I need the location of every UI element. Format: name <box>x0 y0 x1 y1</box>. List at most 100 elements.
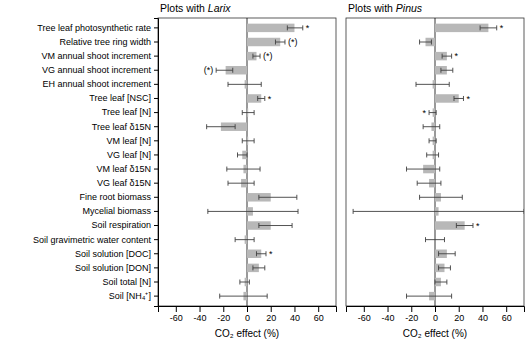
title-part: Pinus <box>396 2 423 14</box>
x-tick-label: 40 <box>290 313 300 323</box>
y-tick-label: Mycelial biomass <box>82 206 151 216</box>
x-tick-mark <box>482 306 483 312</box>
error-bar <box>220 294 267 299</box>
error-bar <box>253 54 260 59</box>
y-tick-label: Soil respiration <box>91 220 151 230</box>
significance-label: * <box>268 94 272 104</box>
marks <box>207 18 303 306</box>
significance-label: * <box>306 23 310 33</box>
y-tick-label: Soil total [N] <box>102 277 151 287</box>
x-tick-mark <box>176 306 177 312</box>
x-tick-mark <box>271 306 272 312</box>
y-tick: Soil [NH₄⁺] <box>109 291 158 301</box>
x-tick: -20 <box>217 306 230 323</box>
panel: *****-60-40-200204060CO₂ effect (%)Plots… <box>346 2 525 339</box>
error-bar <box>216 68 233 73</box>
chart: *(*)(*)(*)**-60-40-200204060CO₂ effect (… <box>0 0 532 342</box>
y-tick-mark <box>154 296 158 297</box>
x-tick-label: 60 <box>502 313 512 323</box>
x-tick-mark <box>388 306 389 312</box>
x-tick-mark <box>200 306 201 312</box>
y-tick-mark <box>154 282 158 283</box>
y-tick-label: EH annual shoot increment <box>42 79 151 89</box>
error-bar <box>429 110 436 115</box>
panel: *(*)(*)(*)**-60-40-200204060CO₂ effect (… <box>33 2 337 339</box>
y-tick-label: Soil gravimetric water content <box>33 235 152 245</box>
y-tick-mark <box>154 225 158 226</box>
y-tick: Relative tree ring width <box>59 37 158 47</box>
x-tick-label: -20 <box>405 313 418 323</box>
y-tick-mark <box>154 197 158 198</box>
y-tick: Tree leaf [N] <box>102 107 158 117</box>
y-tick-label: VG annual shoot increment <box>42 65 152 75</box>
error-bar <box>439 265 451 270</box>
error-bar <box>242 110 254 115</box>
x-axis-line <box>159 307 337 313</box>
x-tick: 40 <box>290 306 300 323</box>
title-part: Plots with <box>348 2 396 14</box>
significance-label: * <box>500 23 504 33</box>
error-bar <box>228 82 261 87</box>
y-tick: Mycelial biomass <box>82 206 158 216</box>
y-tick-mark <box>154 154 158 155</box>
error-bar <box>259 223 292 228</box>
error-bar <box>253 265 265 270</box>
y-tick-mark <box>154 70 158 71</box>
y-tick-label: Soil [NH₄⁺] <box>109 291 151 301</box>
error-bar <box>353 209 524 214</box>
x-tick-label: -40 <box>194 313 207 323</box>
x-tick-mark <box>223 306 224 312</box>
error-bar <box>238 152 247 157</box>
error-bar <box>407 294 452 299</box>
zero-line <box>435 18 436 306</box>
y-tick-mark <box>154 27 158 28</box>
x-tick-label: 0 <box>245 313 250 323</box>
error-bar <box>423 124 440 129</box>
x-tick: -60 <box>170 306 183 323</box>
error-bar <box>227 167 260 172</box>
y-tick: EH annual shoot increment <box>42 79 158 89</box>
title-part: Larix <box>208 2 232 14</box>
error-bar <box>480 25 497 30</box>
significance-label: * <box>269 249 273 259</box>
y-tick: Soil total [N] <box>102 277 158 287</box>
significance-label: * <box>455 51 459 61</box>
x-tick: 0 <box>433 306 438 323</box>
x-tick: 20 <box>266 306 276 323</box>
error-bar <box>417 181 441 186</box>
x-tick-label: 0 <box>433 313 438 323</box>
panel-title: Plots with Pinus <box>348 2 423 14</box>
x-tick-mark <box>459 306 460 312</box>
x-tick-mark <box>506 306 507 312</box>
error-bar <box>240 280 249 285</box>
y-tick-label: Soil solution [DON] <box>75 263 151 273</box>
error-bar <box>441 68 453 73</box>
error-bar <box>435 280 447 285</box>
error-bar <box>228 181 254 186</box>
x-axis-title: CO₂ effect (%) <box>403 328 467 339</box>
x-tick: -60 <box>358 306 371 323</box>
error-bar <box>407 167 440 172</box>
significance-label: * <box>476 221 480 231</box>
x-axis: -60-40-200204060 <box>159 306 337 323</box>
error-bar <box>235 237 254 242</box>
x-tick-mark <box>364 306 365 312</box>
y-tick: Fine root biomass <box>79 192 158 202</box>
y-tick-label: Tree leaf [NSC] <box>89 93 151 103</box>
x-tick-mark <box>294 306 295 312</box>
y-tick-label: Fine root biomass <box>79 192 151 202</box>
y-tick-mark <box>154 84 158 85</box>
y-tick: VG leaf δ15N <box>97 178 158 188</box>
x-tick-label: -60 <box>358 313 371 323</box>
y-tick: Tree leaf [NSC] <box>89 93 158 103</box>
x-tick: -20 <box>405 306 418 323</box>
significance-label: * <box>466 94 470 104</box>
y-tick-label: VG leaf δ15N <box>97 178 151 188</box>
y-tick-mark <box>154 253 158 254</box>
error-bar <box>208 209 298 214</box>
y-tick: Soil solution [DOC] <box>75 249 158 259</box>
x-tick-label: 20 <box>454 313 464 323</box>
y-tick-mark <box>154 239 158 240</box>
error-bar <box>427 152 439 157</box>
error-bar <box>429 138 436 143</box>
